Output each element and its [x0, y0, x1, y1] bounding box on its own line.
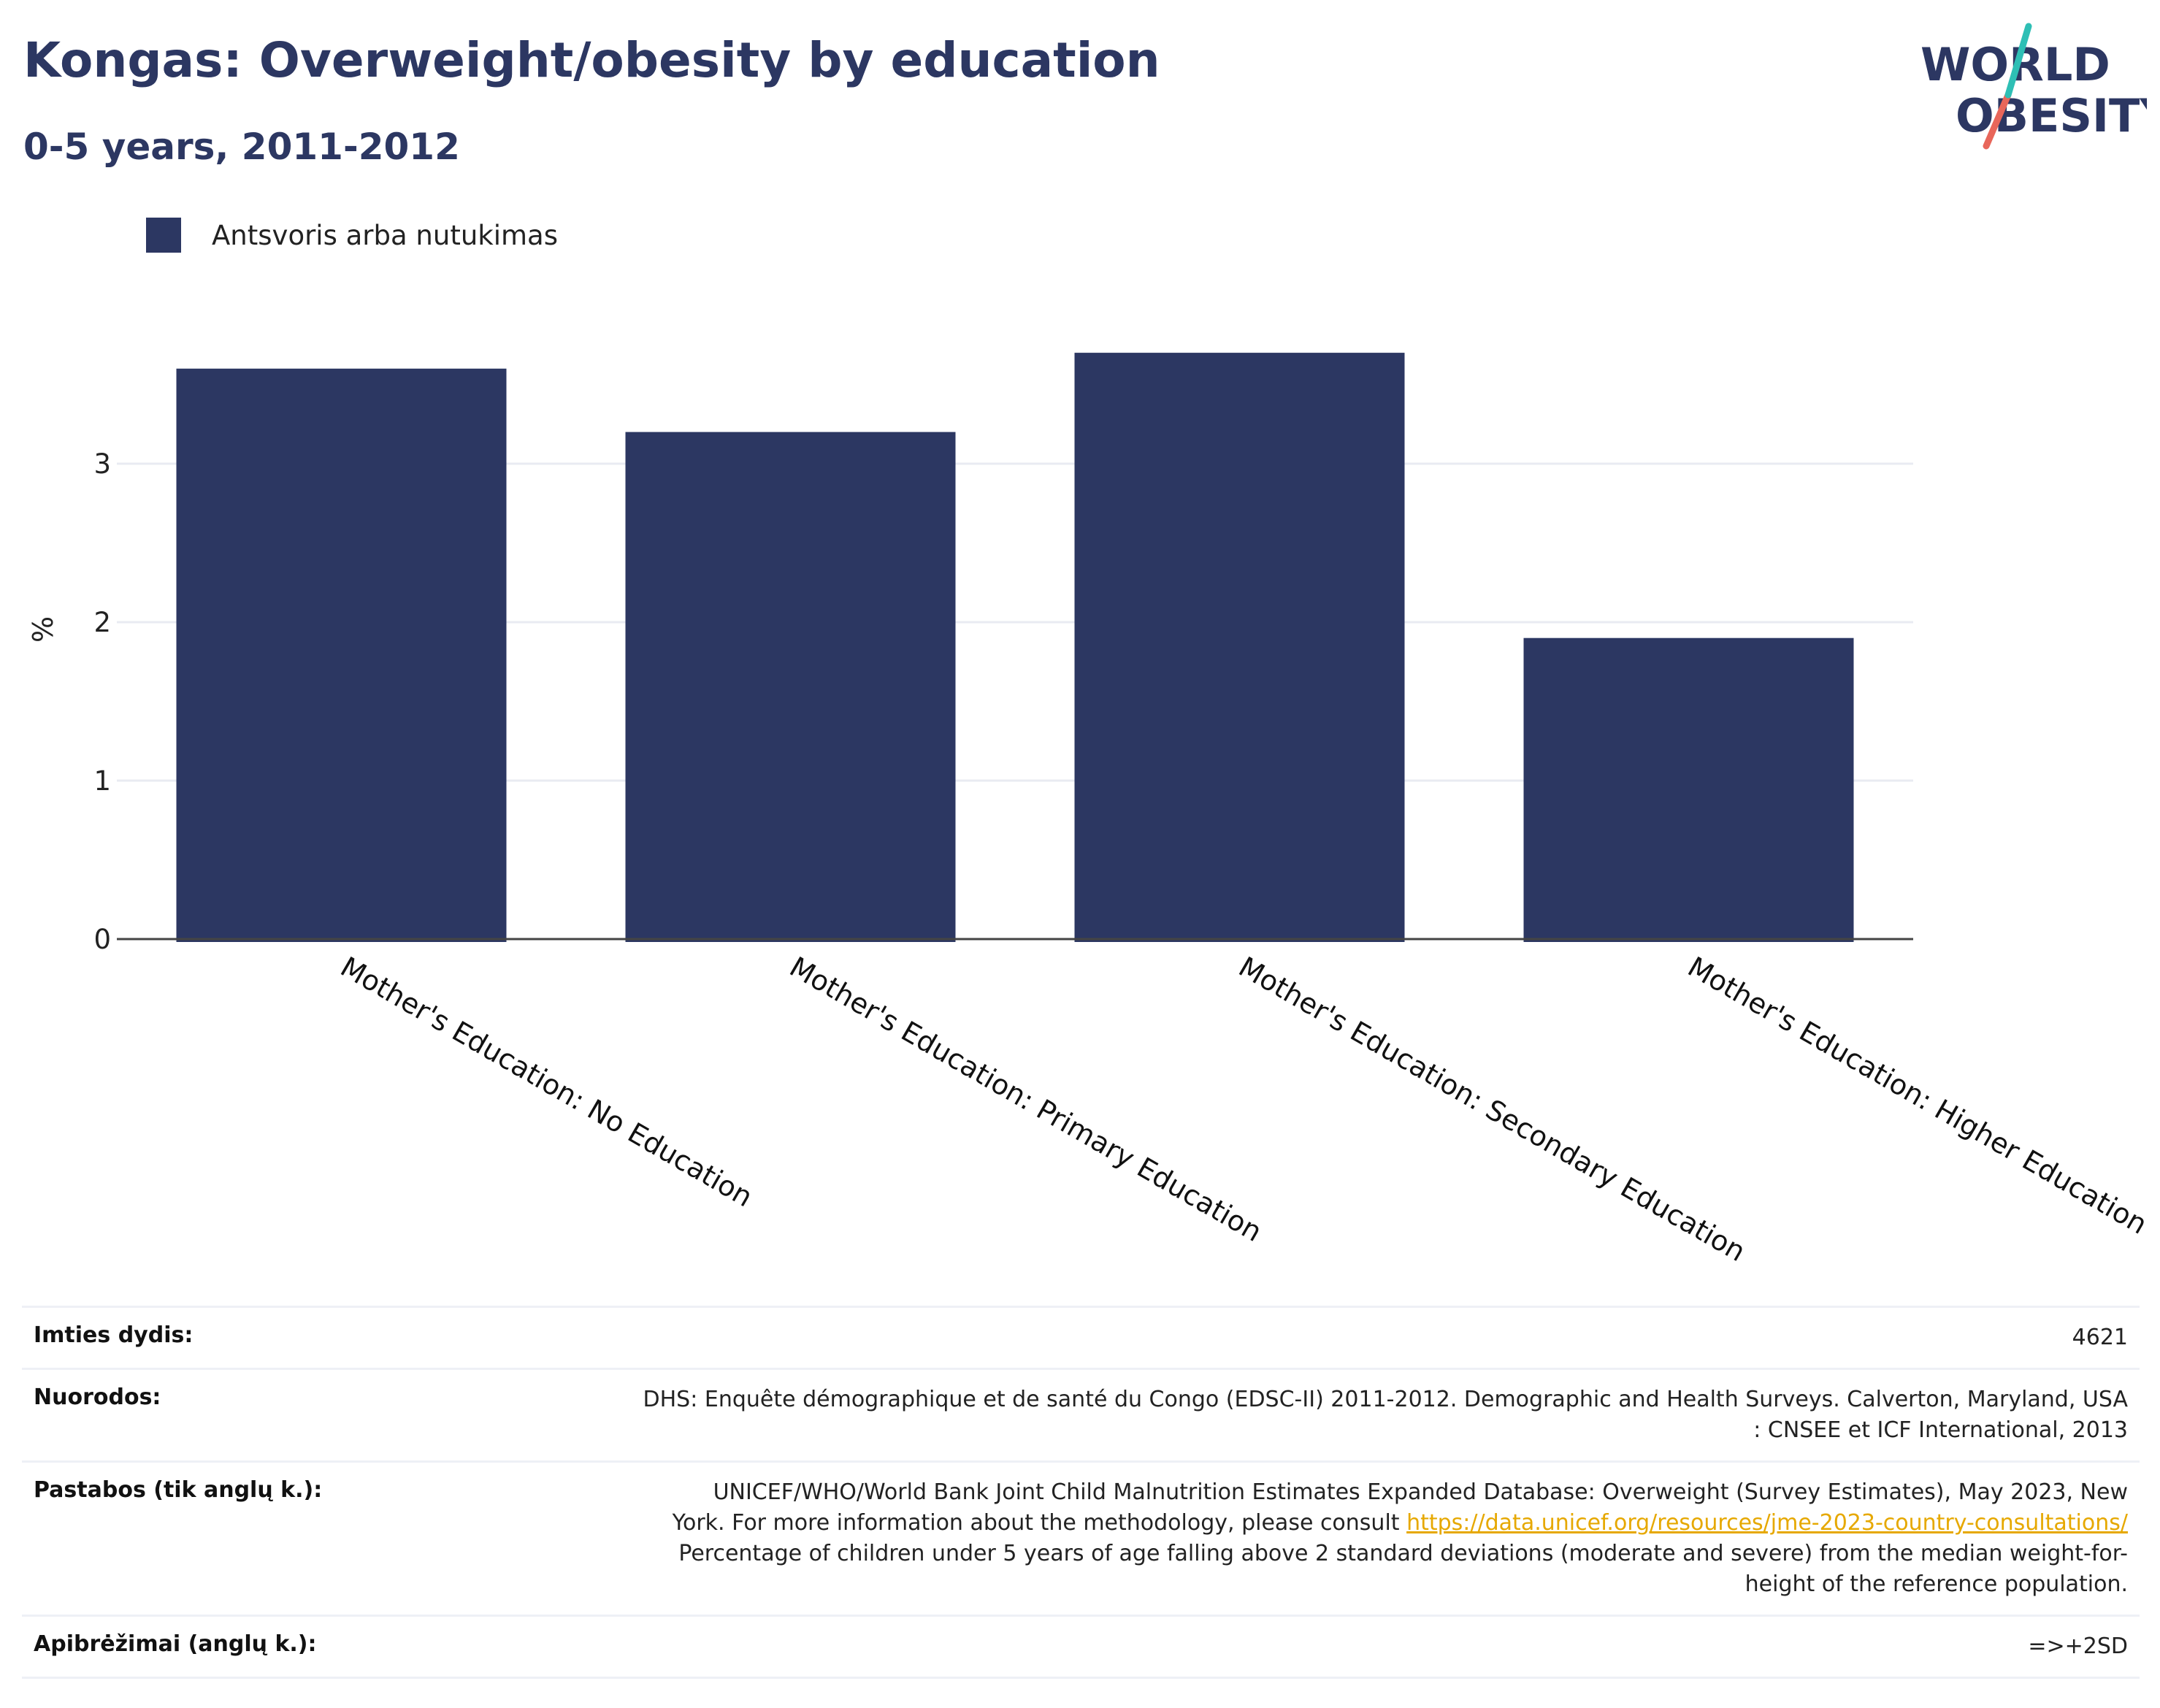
x-tick-labels: Mother's Education: No Education Mother's… [335, 951, 2153, 1268]
info-value-sample: 4621 [2072, 1325, 2128, 1350]
notes-line-1: UNICEF/WHO/World Bank Joint Child Malnut… [713, 1479, 2128, 1505]
info-label-notes: Pastabos (tik anglų k.): [34, 1477, 323, 1503]
x-tick-label: Mother's Education: Higher Education [1682, 951, 2153, 1241]
info-row-sample: Imties dydis: 4621 [22, 1306, 2140, 1368]
info-row-notes: Pastabos (tik anglų k.): UNICEF/WHO/Worl… [22, 1460, 2140, 1615]
methodology-link[interactable]: https://data.unicef.org/resources/jme-20… [1406, 1510, 2128, 1536]
bar [1074, 353, 1405, 943]
y-tick-label: 3 [93, 448, 111, 480]
y-axis-label: % [27, 616, 59, 643]
notes-line-4: height of the reference population. [1745, 1571, 2128, 1597]
info-value-references: DHS: Enquête démographique et de santé d… [643, 1385, 2128, 1446]
chart-title: Kongas: Overweight/obesity by education [23, 32, 1160, 88]
bar [625, 432, 956, 942]
notes-line-3: Percentage of children under 5 years of … [678, 1541, 2128, 1566]
info-row-definitions: Apibrėžimai (anglų k.): =>+2SD [22, 1615, 2140, 1679]
y-tick-label: 0 [93, 924, 111, 955]
legend-label: Antsvoris arba nutukimas [212, 219, 558, 251]
info-label-sample: Imties dydis: [34, 1322, 194, 1348]
svg-text:OBESITY: OBESITY [1956, 89, 2147, 142]
info-label-definitions: Apibrėžimai (anglų k.): [34, 1631, 317, 1657]
x-tick-label: Mother's Education: Secondary Education [1233, 951, 1751, 1268]
chart-legend: Antsvoris arba nutukimas [146, 218, 558, 253]
info-value-definitions: =>+2SD [2028, 1634, 2128, 1659]
notes-line-2: York. For more information about the met… [673, 1508, 2128, 1539]
legend-swatch [146, 218, 181, 253]
info-row-references: Nuorodos: DHS: Enquête démographique et … [22, 1368, 2140, 1460]
world-obesity-logo: WORLD OBESITY [1920, 23, 2147, 150]
info-value-notes: UNICEF/WHO/World Bank Joint Child Malnut… [673, 1477, 2128, 1600]
bar [1523, 637, 1854, 942]
y-tick-labels: 0 1 2 3 [93, 448, 111, 955]
info-table: Imties dydis: 4621 Nuorodos: DHS: Enquêt… [22, 1306, 2140, 1679]
references-line-2: : CNSEE et ICF International, 2013 [1753, 1417, 2128, 1443]
y-tick-label: 2 [93, 607, 111, 638]
references-line-1: DHS: Enquête démographique et de santé d… [643, 1387, 2128, 1412]
x-tick-label: Mother's Education: No Education [335, 951, 758, 1214]
bars [176, 353, 1854, 943]
notes-line-2-text: York. For more information about the met… [672, 1510, 1400, 1536]
bar [176, 368, 507, 942]
y-tick-label: 1 [93, 765, 111, 797]
info-label-references: Nuorodos: [34, 1385, 161, 1410]
x-tick-label: Mother's Education: Primary Education [784, 951, 1268, 1248]
chart-subtitle: 0-5 years, 2011-2012 [23, 126, 460, 168]
